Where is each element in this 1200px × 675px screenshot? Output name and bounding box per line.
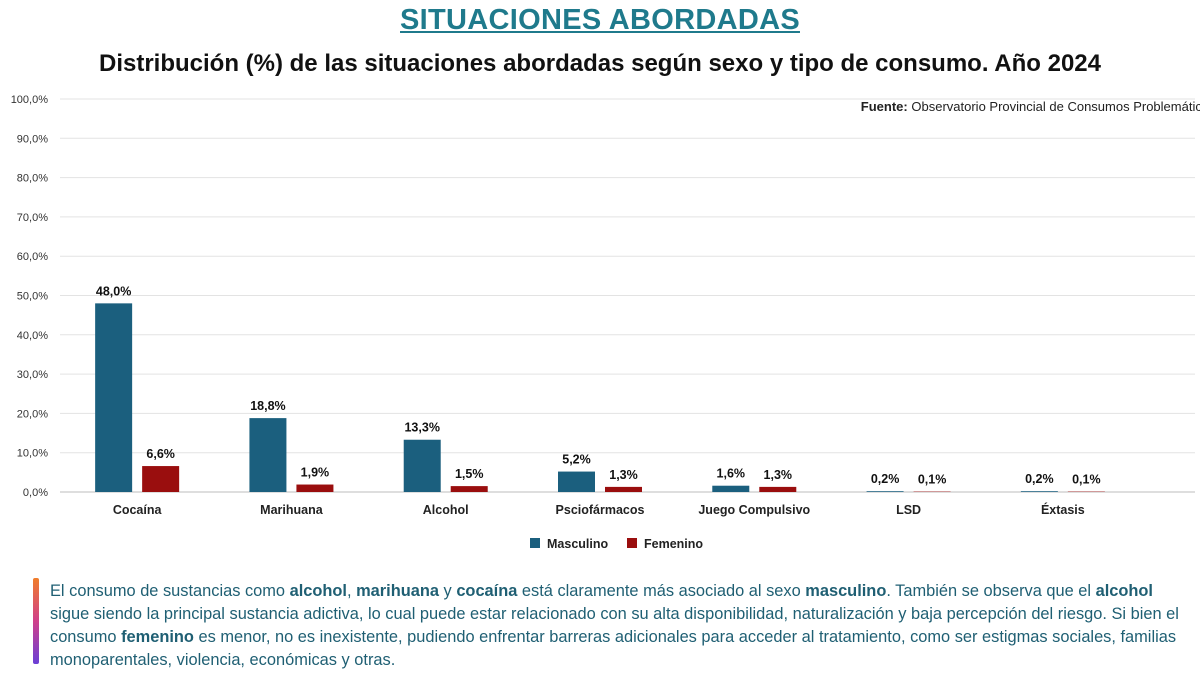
data-label: 0,1% [918, 473, 947, 487]
x-tick-label: LSD [896, 503, 921, 517]
data-label: 1,5% [455, 467, 484, 481]
bar-masculino [95, 303, 133, 492]
y-tick-label: 20,0% [17, 408, 48, 420]
bar-chart: 0,0% 10,0% 20,0% 30,0% 40,0% 50,0% 60,0% 70,0% 8… [11, 94, 1195, 551]
bar-femenino [450, 486, 488, 492]
data-label: 5,2% [562, 453, 591, 467]
page-title: SITUACIONES ABORDADAS [400, 4, 800, 36]
y-tick-label: 10,0% [17, 448, 48, 460]
bar-masculino [249, 418, 287, 492]
y-tick-label: 60,0% [17, 251, 48, 263]
bar-masculino [403, 439, 441, 492]
data-label: 13,3% [404, 421, 439, 435]
data-label: 0,1% [1072, 473, 1101, 487]
legend-swatch-masculino [530, 538, 540, 548]
bar-femenino [605, 486, 642, 492]
bar-masculino [558, 471, 595, 492]
x-tick-label: Éxtasis [1041, 502, 1085, 517]
bar-masculino [866, 491, 904, 492]
summary-fragment: . También se observa que el [886, 582, 1096, 600]
y-tick-label: 0,0% [23, 487, 48, 499]
legend-swatch-femenino [627, 538, 637, 548]
y-tick-label: 70,0% [17, 212, 48, 224]
x-tick-label: Juego Compulsivo [698, 503, 810, 517]
legend-label-masculino: Masculino [547, 537, 608, 551]
y-tick-label: 90,0% [17, 133, 48, 145]
summary-fragment: y [439, 582, 457, 600]
x-tick-label: Psciofármacos [556, 503, 645, 517]
data-label: 6,6% [146, 447, 175, 461]
summary-fragment: , [347, 582, 357, 600]
x-tick-label: Marihuana [260, 503, 324, 517]
accent-bar [33, 578, 39, 664]
y-tick-label: 40,0% [17, 330, 48, 342]
summary-emphasis: marihuana [356, 582, 439, 600]
y-tick-label: 50,0% [17, 291, 48, 303]
y-tick-label: 100,0% [11, 94, 49, 106]
summary-emphasis: alcohol [289, 582, 347, 600]
x-tick-label: Alcohol [423, 503, 469, 517]
data-label: 18,8% [250, 399, 285, 413]
summary-emphasis: femenino [121, 628, 194, 646]
bar-femenino [759, 486, 797, 492]
summary-emphasis: cocaína [456, 582, 518, 600]
summary-emphasis: masculino [805, 582, 887, 600]
chart-title: Distribución (%) de las situaciones abor… [98, 50, 1101, 77]
data-label: 1,3% [764, 468, 793, 482]
bar-femenino [296, 484, 334, 492]
data-label: 0,2% [1025, 472, 1054, 486]
source-text: Observatorio Provincial de Consumos Prob… [911, 99, 1200, 114]
summary-emphasis: alcohol [1095, 582, 1153, 600]
data-label: 48,0% [96, 284, 131, 298]
bar-femenino [142, 466, 180, 492]
bar-masculino [712, 485, 750, 492]
data-label: 1,6% [717, 467, 746, 481]
summary-fragment: sigue siendo la principal sustancia adic… [50, 605, 1179, 646]
summary-fragment: está claramente más asociado al sexo [517, 582, 806, 600]
y-tick-label: 30,0% [17, 369, 48, 381]
y-tick-label: 80,0% [17, 173, 48, 185]
legend-label-femenino: Femenino [644, 537, 703, 551]
bar-masculino [1020, 491, 1058, 492]
chart-source: Fuente: Observatorio Provincial de Consu… [860, 99, 1200, 115]
summary-fragment: El consumo de sustancias como [50, 582, 290, 600]
data-label: 1,9% [301, 466, 330, 480]
data-label: 1,3% [609, 468, 638, 482]
source-label: Fuente: [860, 99, 908, 114]
summary-fragment: es menor, no es inexistente, pudiendo en… [50, 628, 1177, 669]
summary-text: El consumo de sustancias como alcohol, m… [50, 580, 1180, 672]
x-tick-label: Cocaína [113, 503, 163, 517]
data-label: 0,2% [871, 472, 900, 486]
